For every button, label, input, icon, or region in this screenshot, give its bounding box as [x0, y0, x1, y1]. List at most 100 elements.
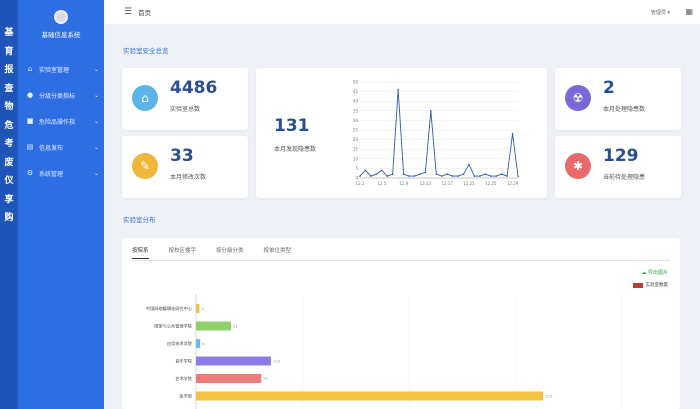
x-tick-label: 12.1: [356, 181, 365, 186]
module-item[interactable]: 基: [4, 28, 14, 38]
sidebar-header: 基础信息系统: [18, 0, 104, 56]
category-label: 医学部: [179, 393, 192, 400]
stat-label: 本月发现隐患数: [274, 146, 317, 153]
sidebar-item-label: 实验室管理: [39, 66, 70, 74]
x-tick-label: 12.25: [485, 181, 497, 186]
data-point: [380, 169, 383, 172]
x-tick-label: 12.5: [377, 181, 386, 186]
data-point: [517, 175, 519, 177]
chevron-down-icon: ⌄: [94, 117, 100, 125]
document-icon: ▤: [26, 143, 34, 151]
sidebar-item-classification[interactable]: ● 分级分类指标 ⌄: [18, 82, 104, 108]
y-tick-label: 0: [355, 176, 358, 181]
stat-card-hazards-found: 131 本月发现隐患数 0 5 10 15 20 25 30 35 40 45 50 12.1 12.5…: [256, 68, 547, 198]
distribution-panel: 按院系 按校区楼宇 按分级分类 按单位类型 ☁ 导出图片 实验室数量 中国网络编…: [122, 238, 680, 409]
qrcode-icon[interactable]: ▦: [685, 7, 693, 16]
data-point: [457, 175, 459, 177]
person-icon: ●: [26, 91, 34, 99]
home-icon: ⌂: [132, 85, 158, 111]
data-point: [419, 173, 421, 175]
module-item[interactable]: 购: [4, 213, 14, 223]
module-item[interactable]: 查: [4, 83, 14, 94]
category-label: 音乐学院: [175, 358, 193, 365]
sidebar-item-label: 分级分类指标: [39, 92, 76, 100]
tab-by-classification[interactable]: 按分级分类: [216, 248, 244, 254]
sidebar-item-info[interactable]: ▤ 信息发布 ⌄: [18, 134, 104, 160]
module-item[interactable]: 育: [4, 46, 14, 57]
tab-divider: [132, 260, 670, 261]
hamburger-icon[interactable]: ☰: [124, 7, 133, 17]
sidebar-item-label: 信息发布: [39, 144, 64, 152]
module-item[interactable]: 废: [4, 157, 14, 168]
user-menu[interactable]: 管理员 ▾: [650, 10, 670, 16]
data-point: [359, 175, 361, 177]
data-point: [484, 173, 487, 175]
bug-icon: ✱: [565, 153, 591, 179]
hazard-series-line: [359, 89, 519, 177]
chart-legend: 实验室数量: [632, 282, 669, 288]
x-tick-label: 12.17: [441, 181, 453, 186]
stat-label: 实验室总数: [170, 106, 201, 113]
x-tick-label: 12.13: [420, 181, 432, 186]
data-point: [468, 163, 470, 166]
wrench-icon: ✎: [132, 153, 158, 179]
sidebar-item-system[interactable]: ⚙ 系统管理 ⌄: [18, 160, 104, 186]
data-point: [495, 175, 498, 177]
tab-bar: 按院系 按校区楼宇 按分级分类 按单位类型: [132, 246, 311, 259]
data-point: [500, 173, 503, 175]
distribution-bar-chart: 中国网络编辑化研究中心 5 国家与公共管理学院 51 应用技术学院 6 音乐学院 109 艺术学…: [146, 294, 623, 409]
tab-by-department[interactable]: 按院系: [132, 246, 149, 259]
stat-card-repairs: ✎ 33 本月修改次数: [122, 136, 248, 198]
module-item[interactable]: 仪: [4, 176, 14, 186]
chevron-down-icon: ⌄: [94, 143, 100, 151]
legend-swatch: [632, 282, 643, 288]
logo: [54, 10, 68, 24]
sidebar-item-lab[interactable]: ⌂ 实验室管理 ⌄: [18, 56, 104, 82]
category-label: 中国网络编辑化研究中心: [146, 305, 193, 312]
data-point: [446, 173, 448, 175]
data-point: [391, 173, 394, 175]
y-tick-label: 15: [353, 147, 359, 152]
download-button[interactable]: ☁ 导出图片: [641, 269, 668, 276]
top-header: ☰ 首页 管理员 ▾ ▦: [104, 0, 700, 24]
stat-value: 33: [170, 146, 194, 166]
data-point: [451, 175, 454, 177]
module-item[interactable]: 报: [4, 65, 14, 75]
module-item[interactable]: 危: [4, 120, 14, 131]
breadcrumb[interactable]: 首页: [138, 9, 152, 17]
chevron-down-icon: ⌄: [94, 91, 100, 99]
y-tick-label: 30: [353, 118, 359, 123]
category-label: 应用技术学院: [167, 340, 193, 347]
tab-by-building[interactable]: 按校区楼宇: [168, 248, 197, 254]
sidebar-item-hazard[interactable]: ■ 危险品操作指 ⌄: [18, 108, 104, 134]
y-tick-label: 45: [353, 89, 359, 94]
y-tick-label: 5: [355, 166, 358, 171]
stat-label: 当前待处理隐患: [603, 174, 646, 181]
stat-value: 129: [603, 146, 639, 166]
module-item[interactable]: 享: [4, 194, 14, 205]
module-item[interactable]: 物: [4, 102, 14, 112]
legend-label: 实验室数量: [645, 283, 669, 288]
home-icon: ⌂: [27, 65, 33, 73]
bar: [196, 339, 201, 348]
data-point: [397, 88, 399, 91]
module-item[interactable]: 考: [4, 139, 14, 149]
bar-value-label: 95: [263, 376, 268, 381]
data-point: [370, 175, 372, 177]
stat-label: 本月处理隐患数: [603, 106, 646, 113]
data-point: [506, 175, 508, 177]
y-tick-label: 25: [353, 128, 359, 133]
bar: [196, 321, 232, 331]
data-point: [375, 173, 378, 175]
data-point: [430, 110, 432, 112]
data-point: [479, 175, 481, 177]
bar-value-label: 5: [201, 306, 204, 311]
section-title-distribution: 实验室分布: [123, 216, 156, 224]
bar: [196, 391, 543, 401]
x-tick-label: 12.29: [507, 181, 519, 186]
y-tick-label: 10: [353, 156, 359, 161]
chevron-down-icon: ⌄: [94, 169, 100, 177]
sidebar-item-label: 危险品操作指: [39, 118, 76, 126]
tab-by-unit-type[interactable]: 按单位类型: [263, 248, 292, 254]
chevron-down-icon: ⌄: [94, 65, 100, 73]
